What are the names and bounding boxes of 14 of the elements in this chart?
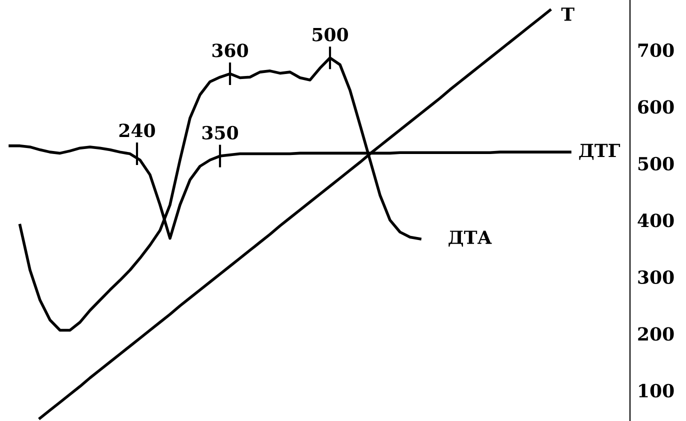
y-tick-label: 200 <box>638 327 674 341</box>
annotation: 240 <box>119 124 155 138</box>
series-label: ДТГ <box>579 144 620 160</box>
series-label: Т <box>561 8 574 21</box>
series-label: ДТА <box>448 230 492 247</box>
y-tick-label: 600 <box>638 100 674 114</box>
y-tick-label: 400 <box>638 214 674 228</box>
annotation: 360 <box>212 44 248 58</box>
annotation: 500 <box>312 28 348 42</box>
annotation: 350 <box>202 126 238 140</box>
y-tick-label: 700 <box>638 43 674 58</box>
y-tick-label: 500 <box>638 156 674 171</box>
y-tick-label: 100 <box>639 384 674 398</box>
y-tick-label: 300 <box>638 270 674 284</box>
